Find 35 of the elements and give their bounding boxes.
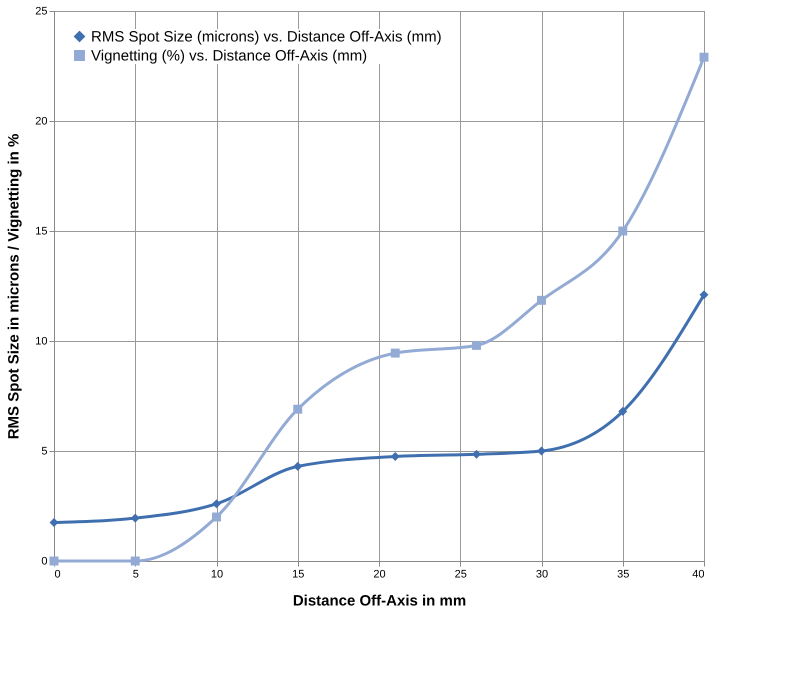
x-tick-label: 30 <box>536 568 548 580</box>
point <box>212 512 221 522</box>
x-tick-label: 20 <box>373 568 386 580</box>
point <box>700 290 708 300</box>
y-tick-label: 0 <box>41 556 48 568</box>
y-axis-title: RMS Spot Size in microns / Vignetting in % <box>5 134 22 440</box>
point <box>390 452 400 461</box>
x-tick-label: 35 <box>617 568 630 580</box>
x-tick-label: 40 <box>692 568 704 580</box>
x-axis-title: Distance Off-Axis in mm <box>292 592 466 610</box>
y-tick-label: 5 <box>41 446 48 458</box>
point <box>472 340 481 350</box>
point <box>537 446 546 456</box>
point <box>700 52 708 62</box>
x-tick-label: 0 <box>54 568 61 580</box>
point <box>618 406 628 416</box>
x-tick-label: 15 <box>292 568 304 580</box>
point <box>130 556 140 566</box>
y-tick-label: 15 <box>35 226 48 238</box>
y-tick-label: 10 <box>35 336 48 348</box>
x-tick-label: 25 <box>454 568 467 580</box>
point <box>390 348 400 358</box>
point <box>293 462 302 471</box>
point <box>472 450 481 459</box>
x-tick-label: 5 <box>132 568 139 580</box>
point <box>50 518 58 527</box>
point <box>618 226 628 236</box>
y-tick-label: 20 <box>35 116 48 128</box>
y-tick-label: 25 <box>35 6 48 18</box>
point <box>212 499 221 508</box>
x-tick-label: 10 <box>210 568 224 580</box>
legend-label: RMS Spot Size (microns) vs. Distance Off-Axis (mm) <box>91 28 442 46</box>
point <box>293 404 302 414</box>
point <box>537 296 546 305</box>
legend-label: Vignetting (%) vs. Distance Off-Axis (mm) <box>91 48 368 64</box>
